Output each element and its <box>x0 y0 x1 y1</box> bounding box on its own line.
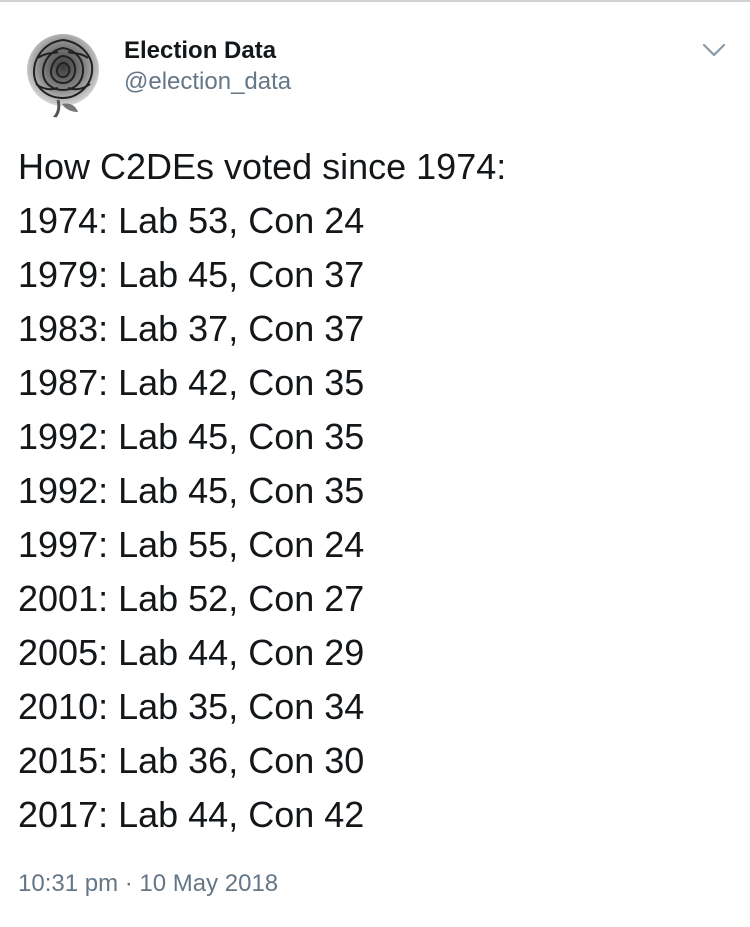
tweet-line: 1979: Lab 45, Con 37 <box>18 254 365 295</box>
tweet-line: 1974: Lab 53, Con 24 <box>18 200 365 241</box>
rose-icon <box>27 34 99 118</box>
top-divider <box>0 0 750 2</box>
tweet-line: 2010: Lab 35, Con 34 <box>18 686 365 727</box>
tweet-line: 2017: Lab 44, Con 42 <box>18 794 365 835</box>
tweet-line: 1992: Lab 45, Con 35 <box>18 470 365 511</box>
tweet-menu-button[interactable] <box>700 36 728 64</box>
tweet-line: 1992: Lab 45, Con 35 <box>18 416 365 457</box>
tweet-line: 1997: Lab 55, Con 24 <box>18 524 365 565</box>
avatar[interactable] <box>18 28 108 118</box>
author-names: Election Data @election_data <box>124 36 291 98</box>
tweet-line: 2001: Lab 52, Con 27 <box>18 578 365 619</box>
user-handle[interactable]: @election_data <box>124 68 292 95</box>
tweet-heading: How C2DEs voted since 1974: <box>18 146 507 187</box>
tweet-line: 1987: Lab 42, Con 35 <box>18 362 365 403</box>
tweet-timestamp[interactable]: 10:31 pm · 10 May 2018 <box>18 870 279 897</box>
chevron-down-icon <box>702 43 726 57</box>
tweet-text: How C2DEs voted since 1974: 1974: Lab 53… <box>18 140 732 842</box>
tweet-line: 2005: Lab 44, Con 29 <box>18 632 365 673</box>
tweet-header: Election Data @election_data <box>18 28 732 118</box>
display-name[interactable]: Election Data <box>124 37 277 64</box>
tweet-line: 2015: Lab 36, Con 30 <box>18 740 365 781</box>
tweet-line: 1983: Lab 37, Con 37 <box>18 308 365 349</box>
